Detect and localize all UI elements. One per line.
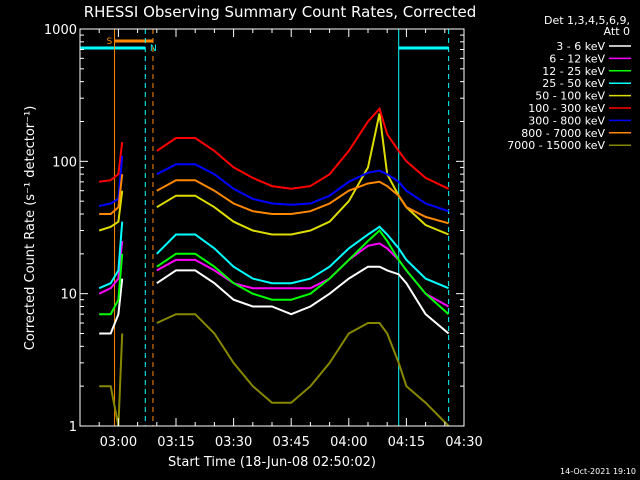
series-line-4-0 [98,190,124,232]
series-line-0-0 [99,278,124,335]
x-tick-label: 04:15 [388,435,425,450]
legend-header-line: Att 0 [604,25,630,38]
x-tick-label: 03:45 [272,435,309,450]
series-line-3-0 [98,221,124,290]
series-line-8-1 [156,313,450,427]
series-line-5-0 [99,141,124,183]
series-line-6-0 [98,155,124,207]
y-axis: 1 10 100 1000 [44,23,464,435]
x-tick-label: 03:15 [157,435,194,450]
legend-header-line: Det 1,3,4,5,6,9, [544,14,630,27]
series-line-5-1 [156,106,450,190]
legend-label: 6 - 12 keV [549,52,605,65]
footer-date: 14-Oct-2021 19:10 [560,467,636,476]
x-tick-label: 03:00 [100,435,137,450]
y-tick-label: 100 [52,155,77,170]
series-line-0-1 [156,265,450,335]
saa-flag-label: S [107,37,113,47]
x-tick-label: 04:00 [330,435,367,450]
y-tick-label: 1000 [44,23,77,38]
y-axis-label: Corrected Count Rate (s⁻¹ detector⁻¹) [23,106,38,351]
legend-label: 100 - 300 keV [528,102,605,115]
x-axis: 03:00 03:15 03:30 03:45 04:00 04:15 04:30 [79,29,483,450]
series-line-7-0 [99,174,124,215]
legend-label: 50 - 100 keV [535,90,605,103]
series-line-6-1 [156,163,449,213]
legend-label: 800 - 7000 keV [521,127,605,140]
series-line-4-1 [156,113,449,236]
series-line-2-1 [156,229,450,315]
legend-label: 3 - 6 keV [556,40,605,53]
series-line-2-0 [99,253,124,316]
legend-label: 25 - 50 keV [542,77,605,90]
x-tick-label: 04:30 [445,435,482,450]
legend-label: 12 - 25 keV [542,65,605,78]
y-tick-label: 1 [69,420,77,435]
plot-area: SN [80,29,450,427]
series-line-1-0 [98,240,124,295]
series-line-7-1 [156,179,449,225]
legend-label: 7000 - 15000 keV [507,139,605,152]
series-line-3-1 [156,225,449,290]
series-line-8-0 [99,333,124,427]
plot-frame [79,28,465,427]
x-axis-label: Start Time (18-Jun-08 02:50:02) [168,455,376,470]
y-tick-label: 10 [60,288,77,303]
legend-label: 300 - 800 keV [528,114,605,127]
chart-title: RHESSI Observing Summary Count Rates, Co… [84,3,477,21]
x-tick-label: 03:30 [215,435,252,450]
